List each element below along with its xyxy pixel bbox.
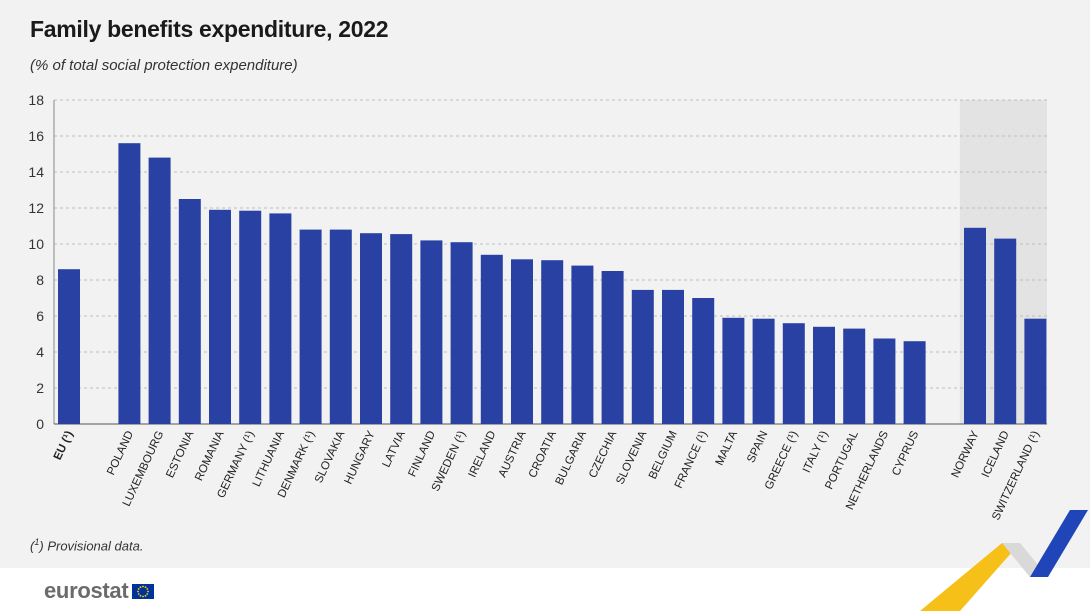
x-tick-label: ICELAND xyxy=(980,429,1012,479)
eurostat-logo: eurostat xyxy=(44,578,155,604)
x-tick-label: HUNGARY xyxy=(343,429,378,486)
bar xyxy=(782,323,805,424)
bar xyxy=(994,238,1017,424)
x-tick-label: LATVIA xyxy=(381,429,408,470)
ribbon-yellow xyxy=(920,543,1020,611)
decorative-ribbon xyxy=(920,510,1088,611)
logo-text: eurostat xyxy=(44,578,129,603)
footnote-mark: 1 xyxy=(34,537,40,547)
y-tick-label: 16 xyxy=(28,128,44,144)
bar xyxy=(118,143,141,424)
bar xyxy=(903,341,926,424)
bar xyxy=(752,318,775,424)
bar xyxy=(843,328,866,424)
x-tick-label: MALTA xyxy=(714,429,740,468)
x-tick-label: FINLAND xyxy=(406,429,438,479)
x-tick-label: ITALY (¹) xyxy=(801,429,831,475)
x-tick-label: CYPRUS xyxy=(890,429,921,478)
x-tick-label: BELGIUM xyxy=(647,429,680,481)
bar xyxy=(239,210,262,424)
bar xyxy=(329,229,352,424)
bar xyxy=(571,265,594,424)
x-tick-label: FRANCE (¹) xyxy=(673,429,710,490)
y-tick-label: 14 xyxy=(28,164,44,180)
y-tick-label: 4 xyxy=(36,344,44,360)
bar xyxy=(631,289,654,424)
bar xyxy=(541,260,564,424)
bar xyxy=(480,254,503,424)
ribbon-blue xyxy=(1030,510,1088,577)
footnote-text: Provisional data. xyxy=(43,538,144,554)
bar xyxy=(420,240,443,424)
y-tick-label: 12 xyxy=(28,200,44,216)
y-tick-label: 8 xyxy=(36,272,44,288)
bar xyxy=(692,298,715,424)
bar xyxy=(299,229,322,424)
bar xyxy=(601,271,624,424)
x-tick-label: SPAIN xyxy=(745,429,770,465)
x-tick-label: SLOVAKIA xyxy=(313,429,348,485)
x-tick-label: CZECHIA xyxy=(587,429,619,480)
x-tick-label: SLOVENIA xyxy=(614,429,649,487)
footnote: (1) Provisional data. xyxy=(30,537,144,554)
bar xyxy=(58,269,80,424)
bar xyxy=(1024,318,1047,424)
y-tick-label: 6 xyxy=(36,308,44,324)
bar xyxy=(813,326,835,424)
x-tick-label: GREECE (¹) xyxy=(763,429,801,492)
x-tick-label: ROMANIA xyxy=(193,429,227,483)
bar xyxy=(873,338,896,424)
bar xyxy=(209,209,231,424)
bar xyxy=(511,259,533,424)
bar xyxy=(269,213,292,424)
x-tick-label: EU (¹) xyxy=(52,429,76,462)
x-tick-label: NORWAY xyxy=(950,429,982,480)
eu-flag-icon xyxy=(132,583,155,599)
bar xyxy=(450,242,473,424)
bar xyxy=(390,234,413,424)
x-tick-label: CROATIA xyxy=(527,429,559,480)
y-tick-label: 10 xyxy=(28,236,44,252)
x-tick-label: BULGARIA xyxy=(554,429,590,487)
y-tick-label: 18 xyxy=(28,92,44,108)
x-tick-label: ESTONIA xyxy=(164,429,196,480)
x-tick-label: AUSTRIA xyxy=(497,429,529,480)
y-tick-label: 0 xyxy=(36,416,44,432)
bar xyxy=(360,233,382,424)
chart-subtitle: (% of total social protection expenditur… xyxy=(30,57,298,74)
bar xyxy=(178,199,201,424)
bar xyxy=(964,227,986,424)
bar xyxy=(148,157,171,424)
bar xyxy=(662,289,684,424)
x-tick-label: IRELAND xyxy=(467,429,499,479)
x-tick-label: POLAND xyxy=(105,429,136,477)
bar xyxy=(722,317,745,424)
y-tick-label: 2 xyxy=(36,380,44,396)
chart-title: Family benefits expenditure, 2022 xyxy=(30,16,389,42)
